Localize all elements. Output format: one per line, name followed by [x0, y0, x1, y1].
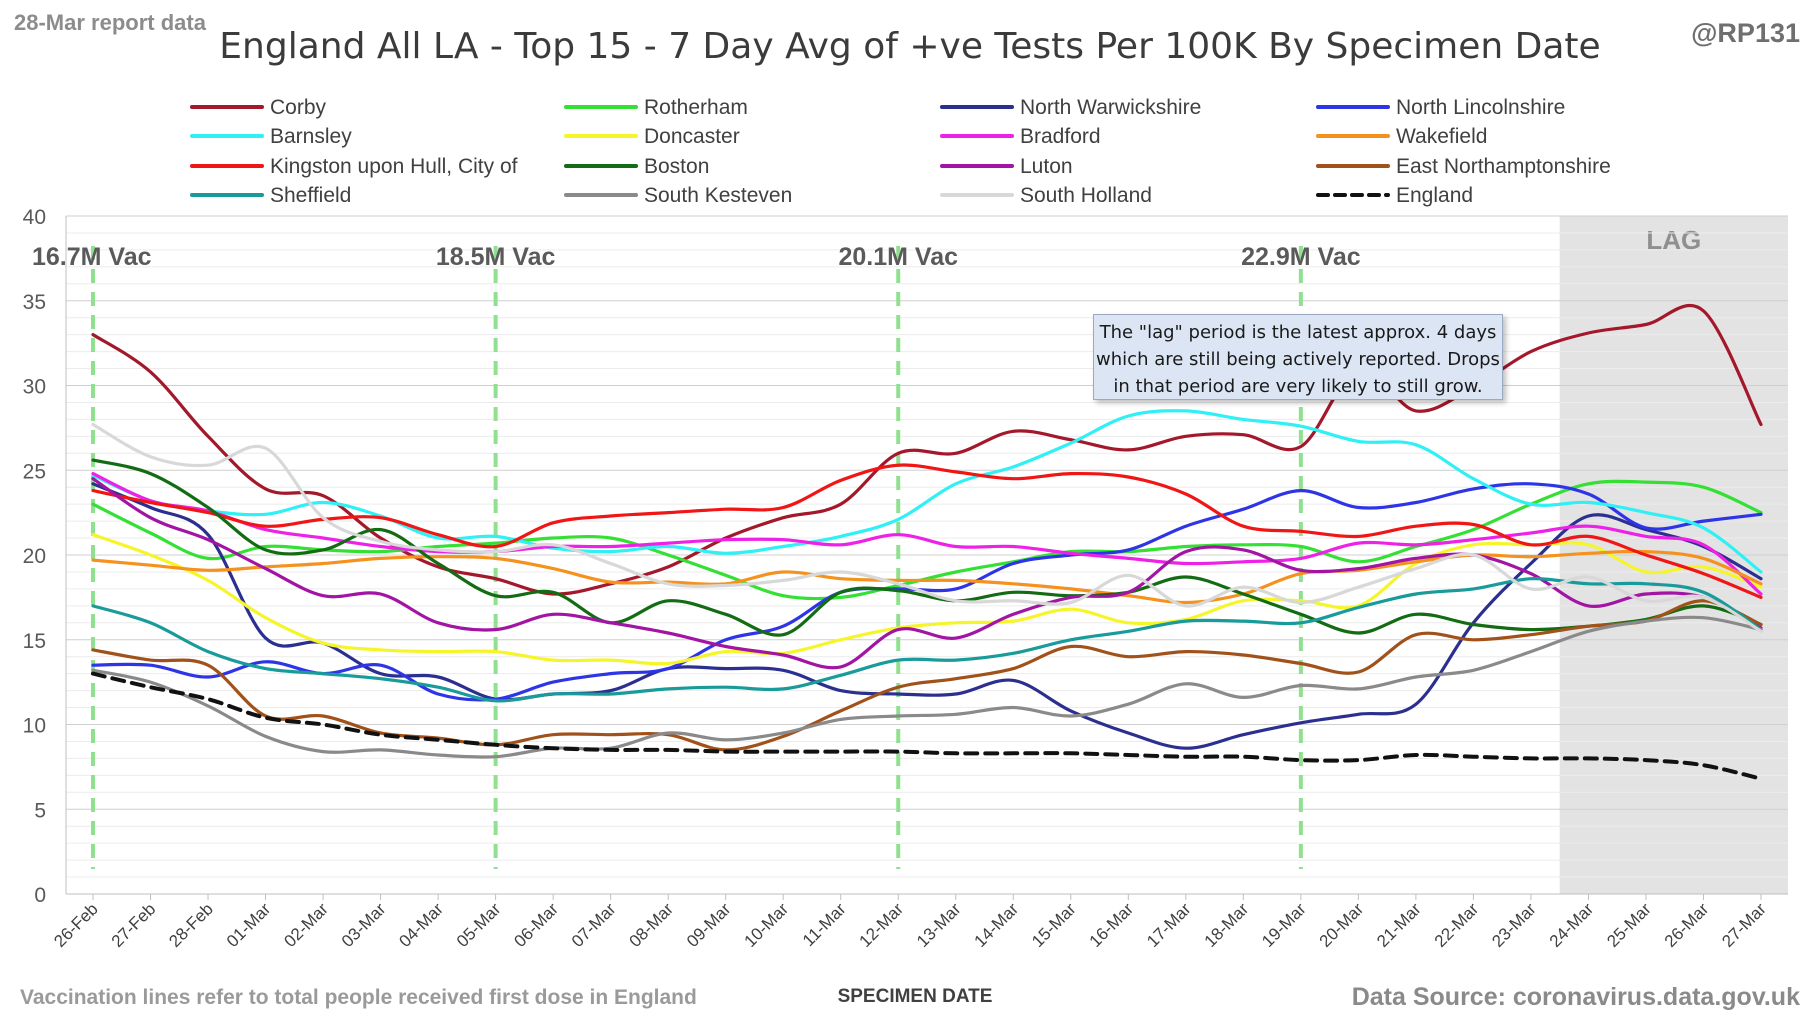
- x-tick-label: 25-Mar: [1603, 899, 1655, 951]
- vaccination-label: 20.1M Vac: [838, 243, 958, 271]
- series-line-bradford: [91, 472, 1763, 596]
- x-axis-title: SPECIMEN DATE: [838, 986, 993, 1007]
- vaccination-footnote: Vaccination lines refer to total people …: [20, 986, 697, 1009]
- x-tick-label: 12-Mar: [856, 899, 908, 951]
- x-tick-label: 18-Mar: [1201, 899, 1253, 951]
- y-tick-label: 0: [34, 884, 46, 907]
- y-tick-label: 35: [23, 291, 46, 314]
- lag-annotation: The "lag" period is the latest approx. 4…: [1093, 314, 1503, 400]
- legend-label-wakefield: Wakefield: [1396, 125, 1487, 148]
- author-handle: @RP131: [1691, 18, 1800, 48]
- x-tick-label: 22-Mar: [1431, 899, 1483, 951]
- y-tick-label: 15: [23, 630, 46, 653]
- legend-label-boston: Boston: [644, 155, 709, 178]
- x-tick-label: 14-Mar: [971, 899, 1023, 951]
- y-tick-label: 10: [23, 715, 46, 738]
- x-tick-label: 21-Mar: [1373, 899, 1425, 951]
- x-tick-label: 27-Feb: [108, 899, 160, 951]
- x-tick-label: 01-Mar: [223, 899, 275, 951]
- y-tick-label: 30: [23, 376, 46, 399]
- x-tick-label: 02-Mar: [280, 899, 332, 951]
- legend-label-north-warwickshire: North Warwickshire: [1020, 96, 1201, 119]
- legend-label-barnsley: Barnsley: [270, 125, 352, 148]
- x-tick-label: 23-Mar: [1488, 899, 1540, 951]
- series-line-sheffield: [91, 577, 1763, 703]
- x-tick-label: 05-Mar: [453, 899, 505, 951]
- y-tick-label: 5: [34, 799, 46, 822]
- legend-label-kingston-upon-hull-city-of: Kingston upon Hull, City of: [270, 155, 518, 178]
- legend-label-bradford: Bradford: [1020, 125, 1101, 148]
- legend-label-corby: Corby: [270, 96, 327, 119]
- x-tick-label: 06-Mar: [510, 899, 562, 951]
- report-date-label: 28-Mar report data: [14, 10, 206, 35]
- series-line-doncaster: [91, 533, 1763, 666]
- x-tick-label: 04-Mar: [395, 899, 447, 951]
- series-line-north-lincolnshire: [91, 482, 1763, 702]
- y-tick-label: 40: [23, 206, 46, 229]
- legend-label-rotherham: Rotherham: [644, 96, 748, 119]
- x-tick-label: 11-Mar: [799, 899, 850, 950]
- x-tick-label: 15-Mar: [1028, 899, 1080, 951]
- series-line-barnsley: [91, 409, 1763, 574]
- legend-label-south-kesteven: South Kesteven: [644, 184, 792, 207]
- data-source: Data Source: coronavirus.data.gov.uk: [1351, 983, 1800, 1011]
- x-tick-label: 07-Mar: [568, 899, 620, 951]
- series-line-kingston-upon-hull-city-of: [91, 463, 1763, 599]
- x-tick-label: 17-Mar: [1143, 899, 1195, 951]
- legend-label-sheffield: Sheffield: [270, 184, 351, 207]
- x-tick-label: 20-Mar: [1316, 899, 1368, 951]
- vaccination-label: 16.7M Vac: [32, 243, 152, 271]
- series-line-south-holland: [91, 422, 1763, 633]
- x-tick-label: 24-Mar: [1546, 899, 1598, 951]
- x-tick-label: 09-Mar: [683, 899, 735, 951]
- series-line-south-kesteven: [91, 615, 1763, 759]
- legend-label-luton: Luton: [1020, 155, 1073, 178]
- legend-label-doncaster: Doncaster: [644, 125, 740, 148]
- series-line-north-warwickshire: [91, 482, 1763, 750]
- legend-label-south-holland: South Holland: [1020, 184, 1152, 207]
- vaccination-label: 18.5M Vac: [436, 243, 556, 271]
- x-tick-label: 19-Mar: [1258, 899, 1310, 951]
- legend-label-england: England: [1396, 184, 1473, 207]
- x-tick-label: 27-Mar: [1718, 899, 1770, 951]
- x-tick-label: 03-Mar: [338, 899, 390, 951]
- series-line-england: [91, 671, 1763, 781]
- y-tick-label: 20: [23, 545, 46, 568]
- x-tick-label: 28-Feb: [165, 899, 217, 951]
- lag-label: LAG: [1646, 225, 1701, 255]
- legend-label-north-lincolnshire: North Lincolnshire: [1396, 96, 1565, 119]
- y-tick-label: 25: [23, 460, 46, 483]
- series-line-boston: [91, 458, 1763, 637]
- series-line-east-northamptonshire: [91, 599, 1763, 752]
- x-tick-label: 16-Mar: [1086, 899, 1138, 951]
- chart-title: England All LA - Top 15 - 7 Day Avg of +…: [219, 26, 1601, 67]
- x-tick-label: 08-Mar: [625, 899, 677, 951]
- x-tick-label: 10-Mar: [741, 899, 793, 951]
- x-tick-label: 13-Mar: [913, 899, 965, 951]
- vaccination-label: 22.9M Vac: [1241, 243, 1361, 271]
- x-tick-label: 26-Feb: [50, 899, 102, 951]
- legend-label-east-northamptonshire: East Northamptonshire: [1396, 155, 1611, 178]
- x-tick-label: 26-Mar: [1661, 899, 1713, 951]
